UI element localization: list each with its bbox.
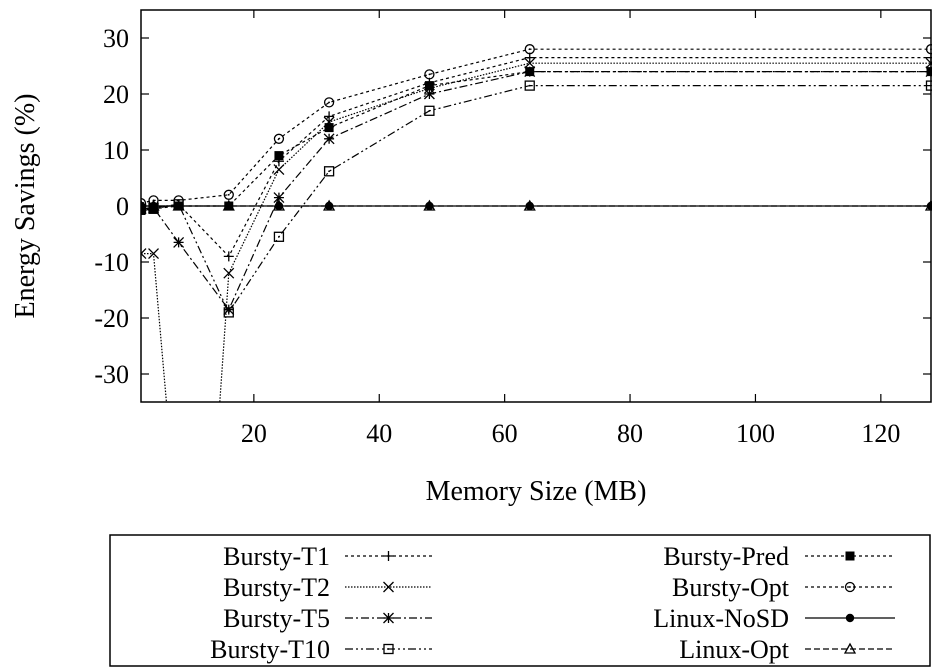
- data-point-bursty-t2: [141, 248, 147, 260]
- data-point-bursty-opt: [273, 133, 285, 144]
- data-point-bursty-t2: [148, 248, 159, 260]
- data-point-bursty-t5: [173, 236, 185, 248]
- data-point-bursty-t2: [174, 537, 184, 547]
- y-axis-label: Energy Savings (%): [10, 94, 41, 319]
- y-tick-label: 30: [103, 24, 129, 53]
- data-point-bursty-t2: [273, 164, 285, 176]
- x-tick-label: 20: [241, 419, 267, 448]
- data-point-bursty-opt: [524, 44, 535, 55]
- data-point-bursty-t5: [223, 304, 235, 316]
- series-line-bursty-t5: [141, 70, 931, 311]
- legend-label-bursty-t1: Bursty-T1: [223, 542, 330, 571]
- data-point-bursty-t2: [524, 57, 536, 69]
- data-point-bursty-t10: [424, 105, 435, 116]
- legend-label-bursty-opt: Bursty-Opt: [672, 573, 790, 602]
- legend-label-bursty-t10: Bursty-T10: [210, 635, 330, 664]
- legend-marker-bursty-t2: [383, 581, 394, 593]
- data-point-linux-opt: [272, 199, 286, 211]
- data-point-bursty-opt: [323, 97, 335, 108]
- legend-marker-bursty-opt: [844, 581, 856, 593]
- y-tick-label: -30: [94, 360, 129, 389]
- legend-marker-bursty-t1: [383, 551, 394, 561]
- data-point-linux-opt: [423, 199, 436, 211]
- y-tick-label: -10: [94, 248, 129, 277]
- data-point-bursty-pred: [525, 67, 535, 77]
- series-line-bursty-opt: [141, 48, 931, 204]
- legend-marker-bursty-pred: [845, 551, 855, 561]
- x-tick-label: 40: [366, 419, 392, 448]
- data-point-bursty-t1: [324, 111, 335, 122]
- legend-label-bursty-t5: Bursty-T5: [223, 604, 330, 633]
- legend-label-linux-nosd: Linux-NoSD: [653, 604, 789, 633]
- legend-label-linux-opt: Linux-Opt: [679, 635, 790, 664]
- legend-marker-bursty-t5: [383, 612, 394, 624]
- data-point-bursty-t5: [323, 133, 335, 145]
- data-point-bursty-t10: [524, 80, 535, 91]
- data-point-bursty-t10: [273, 231, 285, 242]
- x-tick-label: 60: [492, 419, 518, 448]
- y-tick-label: 10: [103, 136, 129, 165]
- data-point-linux-opt: [322, 199, 336, 211]
- x-tick-label: 120: [861, 419, 900, 448]
- legend-marker-linux-nosd: [845, 613, 855, 623]
- data-point-bursty-pred: [324, 123, 334, 133]
- data-point-bursty-t2: [205, 537, 215, 547]
- data-point-bursty-t5: [423, 88, 435, 100]
- data-point-bursty-t10: [223, 307, 234, 318]
- data-point-bursty-t5: [273, 192, 285, 204]
- y-tick-label: 20: [103, 80, 129, 109]
- series-line-bursty-t2: [141, 62, 931, 402]
- data-point-bursty-t2: [223, 267, 235, 279]
- legend-label-bursty-pred: Bursty-Pred: [663, 542, 789, 571]
- series-line-bursty-pred: [141, 70, 931, 212]
- legend-marker-linux-opt: [843, 642, 857, 654]
- data-point-bursty-pred: [926, 67, 932, 77]
- data-point-linux-opt: [172, 199, 185, 211]
- data-point-bursty-opt: [223, 189, 234, 200]
- data-point-linux-opt: [222, 199, 235, 211]
- axis-layer: -30 -20 -10 0 10 20 30 20 40 60 80 100 120: [94, 10, 931, 448]
- legend-box: [109, 534, 931, 667]
- series-layer: [141, 48, 931, 402]
- series-line-bursty-t1: [141, 56, 931, 258]
- data-point-bursty-pred: [424, 81, 434, 91]
- x-tick-label: 100: [736, 419, 775, 448]
- marker-layer: [141, 44, 932, 547]
- legend-label-bursty-t2: Bursty-T2: [223, 573, 330, 602]
- x-tick-label: 80: [617, 419, 643, 448]
- y-tick-label: 0: [116, 192, 129, 221]
- data-point-linux-opt: [523, 199, 536, 211]
- data-point-bursty-t1: [223, 251, 234, 262]
- y-tick-label: -20: [94, 304, 129, 333]
- data-point-linux-opt: [147, 199, 160, 211]
- data-point-bursty-t10: [323, 166, 335, 177]
- legend-marker-bursty-t10: [383, 643, 394, 655]
- data-point-bursty-pred: [274, 151, 284, 161]
- data-point-bursty-opt: [424, 69, 435, 80]
- x-axis-label: Memory Size (MB): [426, 476, 647, 507]
